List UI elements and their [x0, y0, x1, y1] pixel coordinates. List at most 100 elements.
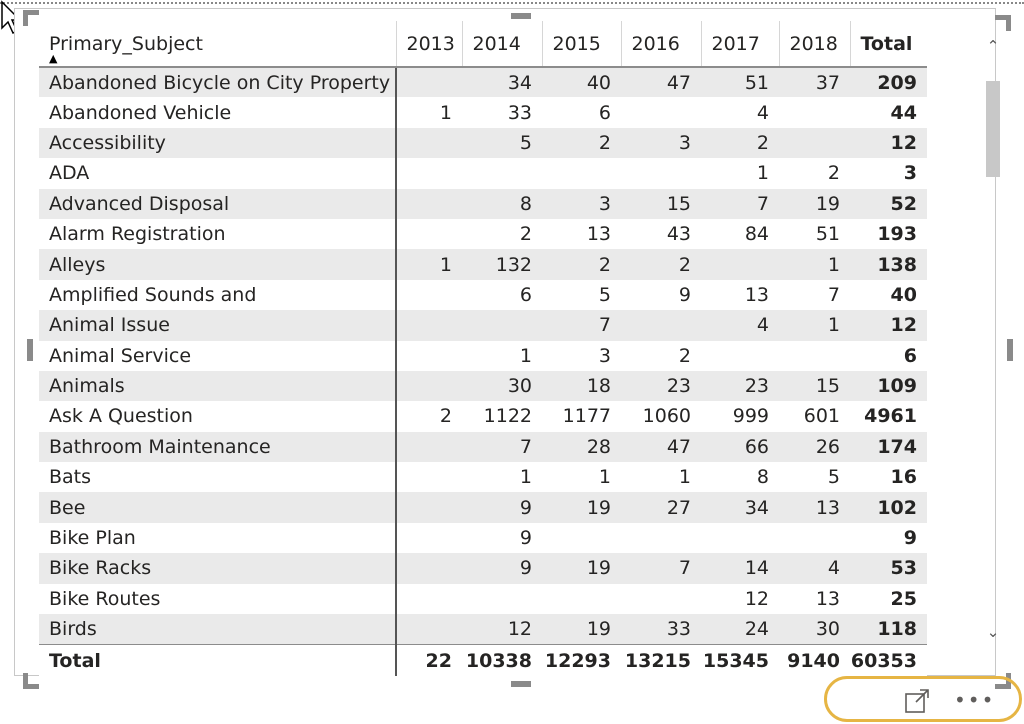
column-header-primary-subject[interactable]: Primary_Subject ▲	[39, 21, 396, 68]
row-total-cell[interactable]: 6	[903, 344, 917, 367]
value-cell[interactable]	[462, 310, 542, 341]
value-cell[interactable]	[779, 341, 850, 371]
row-total-cell[interactable]: 4961	[864, 405, 917, 428]
value-cell[interactable]	[621, 584, 701, 614]
value-cell[interactable]: 8	[756, 466, 769, 489]
value-cell[interactable]	[462, 158, 542, 188]
value-cell[interactable]	[701, 341, 779, 371]
value-cell[interactable]: 23	[701, 370, 779, 402]
row-header-subject[interactable]: Bathroom Maintenance	[39, 431, 397, 463]
row-header-subject[interactable]: Alleys	[39, 249, 397, 280]
value-cell[interactable]: 2	[621, 249, 701, 280]
value-cell[interactable]	[396, 219, 462, 249]
value-cell[interactable]: 7	[542, 310, 621, 341]
row-total-cell[interactable]: 109	[850, 370, 927, 402]
row-total-cell[interactable]: 9	[903, 527, 917, 550]
table-row[interactable]: Bee 9 19 27 34 13 102	[39, 492, 927, 523]
value-cell[interactable]: 13	[744, 283, 769, 306]
matrix-visual[interactable]: Primary_Subject ▲ 2013 2014 2015 2016 20…	[14, 8, 1013, 689]
value-cell[interactable]: 51	[701, 67, 779, 98]
scroll-thumb[interactable]	[986, 81, 1000, 177]
value-cell[interactable]: 2	[519, 223, 532, 246]
value-cell[interactable]: 26	[779, 431, 850, 463]
value-cell[interactable]	[396, 341, 462, 371]
value-cell[interactable]: 2	[701, 127, 779, 159]
value-cell[interactable]	[779, 127, 850, 159]
value-cell[interactable]	[542, 158, 621, 188]
value-cell[interactable]	[396, 280, 462, 310]
value-cell[interactable]: 7	[701, 188, 779, 219]
value-cell[interactable]: 7	[621, 553, 701, 584]
more-options-icon[interactable]: •••	[954, 688, 996, 712]
value-cell[interactable]: 2	[439, 405, 452, 428]
row-total-cell[interactable]: 16	[890, 466, 917, 489]
value-cell[interactable]: 24	[701, 614, 779, 645]
row-header-subject[interactable]: Alarm Registration	[39, 218, 397, 250]
value-cell[interactable]	[396, 188, 462, 219]
vertical-scrollbar[interactable]: ⌃ ⌄	[977, 31, 1009, 655]
value-cell[interactable]: 34	[701, 492, 779, 523]
row-total-cell[interactable]: 102	[850, 492, 927, 523]
value-cell[interactable]: 37	[779, 67, 850, 98]
row-total-cell[interactable]: 118	[850, 614, 927, 645]
value-cell[interactable]: 19	[542, 553, 621, 584]
table-row[interactable]: Alleys 1 132 2 2 1 138	[39, 249, 927, 280]
value-cell[interactable]	[396, 158, 462, 188]
resize-handle-top-right[interactable]	[995, 15, 1011, 31]
value-cell[interactable]	[621, 158, 701, 188]
value-cell[interactable]	[542, 584, 621, 614]
value-cell[interactable]: 47	[621, 431, 701, 463]
value-cell[interactable]: 1	[598, 466, 611, 489]
value-cell[interactable]: 7	[827, 283, 840, 306]
value-cell[interactable]: 2	[542, 249, 621, 280]
scroll-up-arrow-icon[interactable]: ⌃	[986, 37, 1000, 55]
value-cell[interactable]: 33	[507, 101, 532, 124]
value-cell[interactable]: 30	[462, 370, 542, 402]
value-cell[interactable]: 15	[621, 188, 701, 219]
value-cell[interactable]: 40	[542, 67, 621, 98]
row-total-cell[interactable]: 40	[890, 283, 917, 306]
row-header-subject[interactable]: Animal Issue	[39, 310, 397, 341]
value-cell[interactable]: 43	[666, 223, 691, 246]
value-cell[interactable]: 13	[779, 492, 850, 523]
row-total-cell[interactable]: 12	[850, 310, 927, 341]
row-total-cell[interactable]: 12	[850, 127, 927, 159]
value-cell[interactable]: 1	[439, 101, 452, 124]
value-cell[interactable]: 6	[519, 283, 532, 306]
value-cell[interactable]: 19	[779, 188, 850, 219]
value-cell[interactable]	[701, 523, 779, 553]
value-cell[interactable]: 601	[803, 405, 840, 428]
resize-handle-bottom[interactable]	[511, 681, 531, 687]
value-cell[interactable]: 3	[542, 188, 621, 219]
value-cell[interactable]: 12	[462, 614, 542, 645]
row-total-cell[interactable]: 25	[890, 587, 917, 610]
value-cell[interactable]: 30	[779, 614, 850, 645]
row-header-subject[interactable]: Abandoned Bicycle on City Property	[39, 67, 397, 98]
table-row[interactable]: Alarm Registration 2 13 43 84 51 193	[39, 218, 927, 250]
value-cell[interactable]	[621, 97, 701, 127]
value-cell[interactable]: 66	[701, 431, 779, 463]
value-cell[interactable]: 6	[598, 101, 611, 124]
row-total-cell[interactable]: 3	[903, 162, 917, 185]
value-cell[interactable]: 4	[779, 553, 850, 584]
value-cell[interactable]: 4	[756, 101, 769, 124]
value-cell[interactable]	[779, 97, 850, 127]
value-cell[interactable]: 84	[744, 223, 769, 246]
value-cell[interactable]	[396, 614, 462, 645]
value-cell[interactable]: 3	[621, 127, 701, 159]
value-cell[interactable]: 5	[598, 283, 611, 306]
table-row[interactable]: Animal Service 1 3 2 6	[39, 340, 927, 371]
row-header-subject[interactable]: Bats	[39, 462, 397, 493]
row-header-subject[interactable]: Bee	[39, 492, 397, 523]
row-total-cell[interactable]: 52	[850, 188, 927, 219]
value-cell[interactable]: 2	[827, 162, 840, 185]
value-cell[interactable]: 27	[621, 492, 701, 523]
value-cell[interactable]: 19	[542, 492, 621, 523]
value-cell[interactable]: 5	[827, 466, 840, 489]
value-cell[interactable]: 15	[779, 370, 850, 402]
value-cell[interactable]: 999	[732, 405, 769, 428]
value-cell[interactable]: 13	[586, 223, 611, 246]
value-cell[interactable]: 1	[519, 344, 532, 367]
focus-mode-icon[interactable]	[904, 688, 932, 714]
column-header-year[interactable]: 2013	[395, 21, 462, 68]
